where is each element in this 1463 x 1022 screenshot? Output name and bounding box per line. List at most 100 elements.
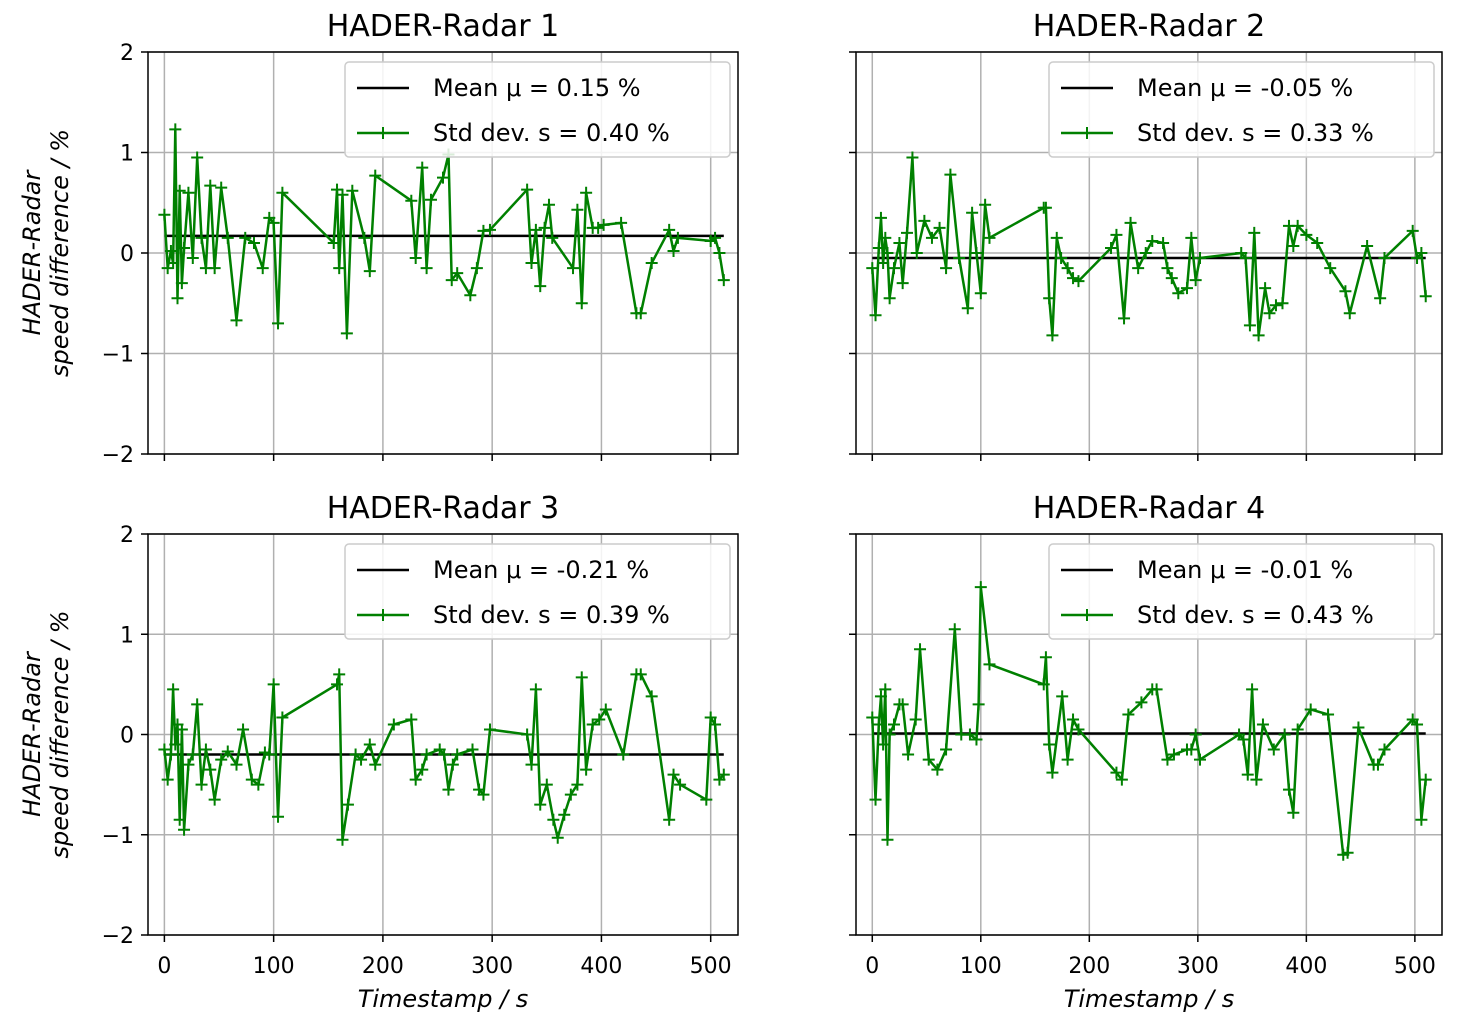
subplot-3: HADER-Radar 3 0 100 200 300 400 500 −2 −1 0 1 2 Mean… <box>18 491 739 1013</box>
data-point <box>575 671 588 684</box>
data-point <box>173 184 186 197</box>
series-markers <box>158 668 730 846</box>
data-point <box>914 643 927 656</box>
data-point <box>534 280 547 293</box>
data-point <box>1043 738 1056 751</box>
data-point <box>182 186 195 199</box>
data-point <box>1291 723 1304 736</box>
data-point <box>171 292 184 305</box>
data-point <box>331 678 344 691</box>
data-point <box>355 753 368 766</box>
legend: Mean μ = -0.01 % Std dev. s = 0.43 % <box>1048 543 1435 640</box>
data-point <box>175 277 188 290</box>
data-point <box>191 698 204 711</box>
data-point <box>405 713 418 726</box>
data-point <box>1139 247 1152 259</box>
x-tick-label: 0 <box>157 954 171 979</box>
data-point <box>252 778 265 791</box>
data-point <box>208 793 221 806</box>
data-point <box>1050 231 1063 244</box>
data-point <box>164 748 177 761</box>
legend-box <box>344 61 731 158</box>
x-tick-label: 100 <box>253 954 295 979</box>
data-point <box>634 307 647 320</box>
data-point <box>446 758 459 771</box>
data-point <box>645 257 658 270</box>
data-point <box>451 748 464 761</box>
data-point <box>529 223 542 236</box>
y-tick-label: 0 <box>120 724 134 749</box>
data-point <box>933 221 946 234</box>
data-point <box>1300 228 1313 241</box>
data-point <box>1150 683 1163 696</box>
data-point <box>230 758 243 771</box>
data-point <box>634 668 647 681</box>
data-point <box>1361 239 1374 252</box>
legend-std-marker <box>1081 609 1093 621</box>
data-point <box>1343 307 1356 320</box>
data-point <box>1056 690 1069 703</box>
data-point <box>879 231 892 244</box>
data-point <box>158 743 171 756</box>
data-point <box>409 773 422 786</box>
data-point <box>586 718 599 731</box>
data-point <box>204 179 217 192</box>
data-point <box>709 231 722 244</box>
data-point <box>1276 297 1289 310</box>
data-point <box>1252 329 1265 342</box>
legend-std-marker <box>377 609 389 621</box>
data-point <box>442 783 455 796</box>
data-point <box>887 718 900 731</box>
data-point <box>1039 201 1052 214</box>
x-tick-label: 200 <box>362 954 404 979</box>
data-point <box>186 748 199 761</box>
data-point <box>970 733 983 746</box>
data-point <box>349 748 362 761</box>
data-point <box>881 833 894 846</box>
data-point <box>1146 234 1159 247</box>
data-point <box>215 753 228 766</box>
y-tick-label: 0 <box>120 242 134 267</box>
data-point <box>336 833 349 846</box>
data-point <box>983 658 996 671</box>
x-axis-label: Timestamp / s <box>1064 985 1235 1013</box>
x-tick-label: 0 <box>865 954 879 979</box>
data-point <box>571 778 584 791</box>
data-point <box>966 206 979 219</box>
data-point <box>1037 678 1050 691</box>
data-point <box>1291 219 1304 232</box>
y-tick-label: 1 <box>120 142 134 167</box>
data-point <box>1118 312 1131 325</box>
data-point <box>1185 743 1198 756</box>
data-point <box>175 723 188 736</box>
series-line <box>163 673 725 842</box>
data-point <box>1061 262 1074 275</box>
data-point <box>1378 252 1391 265</box>
y-tick-label: 2 <box>120 41 134 66</box>
data-point <box>866 711 879 724</box>
data-point <box>247 236 260 249</box>
data-point <box>922 753 935 766</box>
legend-box <box>344 543 731 640</box>
data-point <box>874 690 887 703</box>
data-point <box>263 748 276 761</box>
data-point <box>564 788 577 801</box>
data-point <box>477 224 490 237</box>
data-point <box>416 763 429 776</box>
data-point <box>953 252 966 265</box>
data-point <box>972 698 985 711</box>
plot-frame <box>147 533 739 936</box>
subplot-1: HADER-Radar 1 −2 −1 0 1 2 Mean μ = 0.15 % Std d… <box>18 9 739 468</box>
data-point <box>704 711 717 724</box>
x-tick-label: 500 <box>1394 954 1436 979</box>
data-point <box>525 758 538 771</box>
data-point <box>267 216 280 229</box>
data-point <box>1061 753 1074 766</box>
data-point <box>1110 228 1123 241</box>
data-point <box>1374 292 1387 305</box>
data-point <box>346 184 359 197</box>
data-point <box>1341 846 1354 859</box>
data-point <box>416 161 429 174</box>
data-point <box>1267 743 1280 756</box>
y-axis-label-line1: HADER-Radar <box>18 169 46 336</box>
